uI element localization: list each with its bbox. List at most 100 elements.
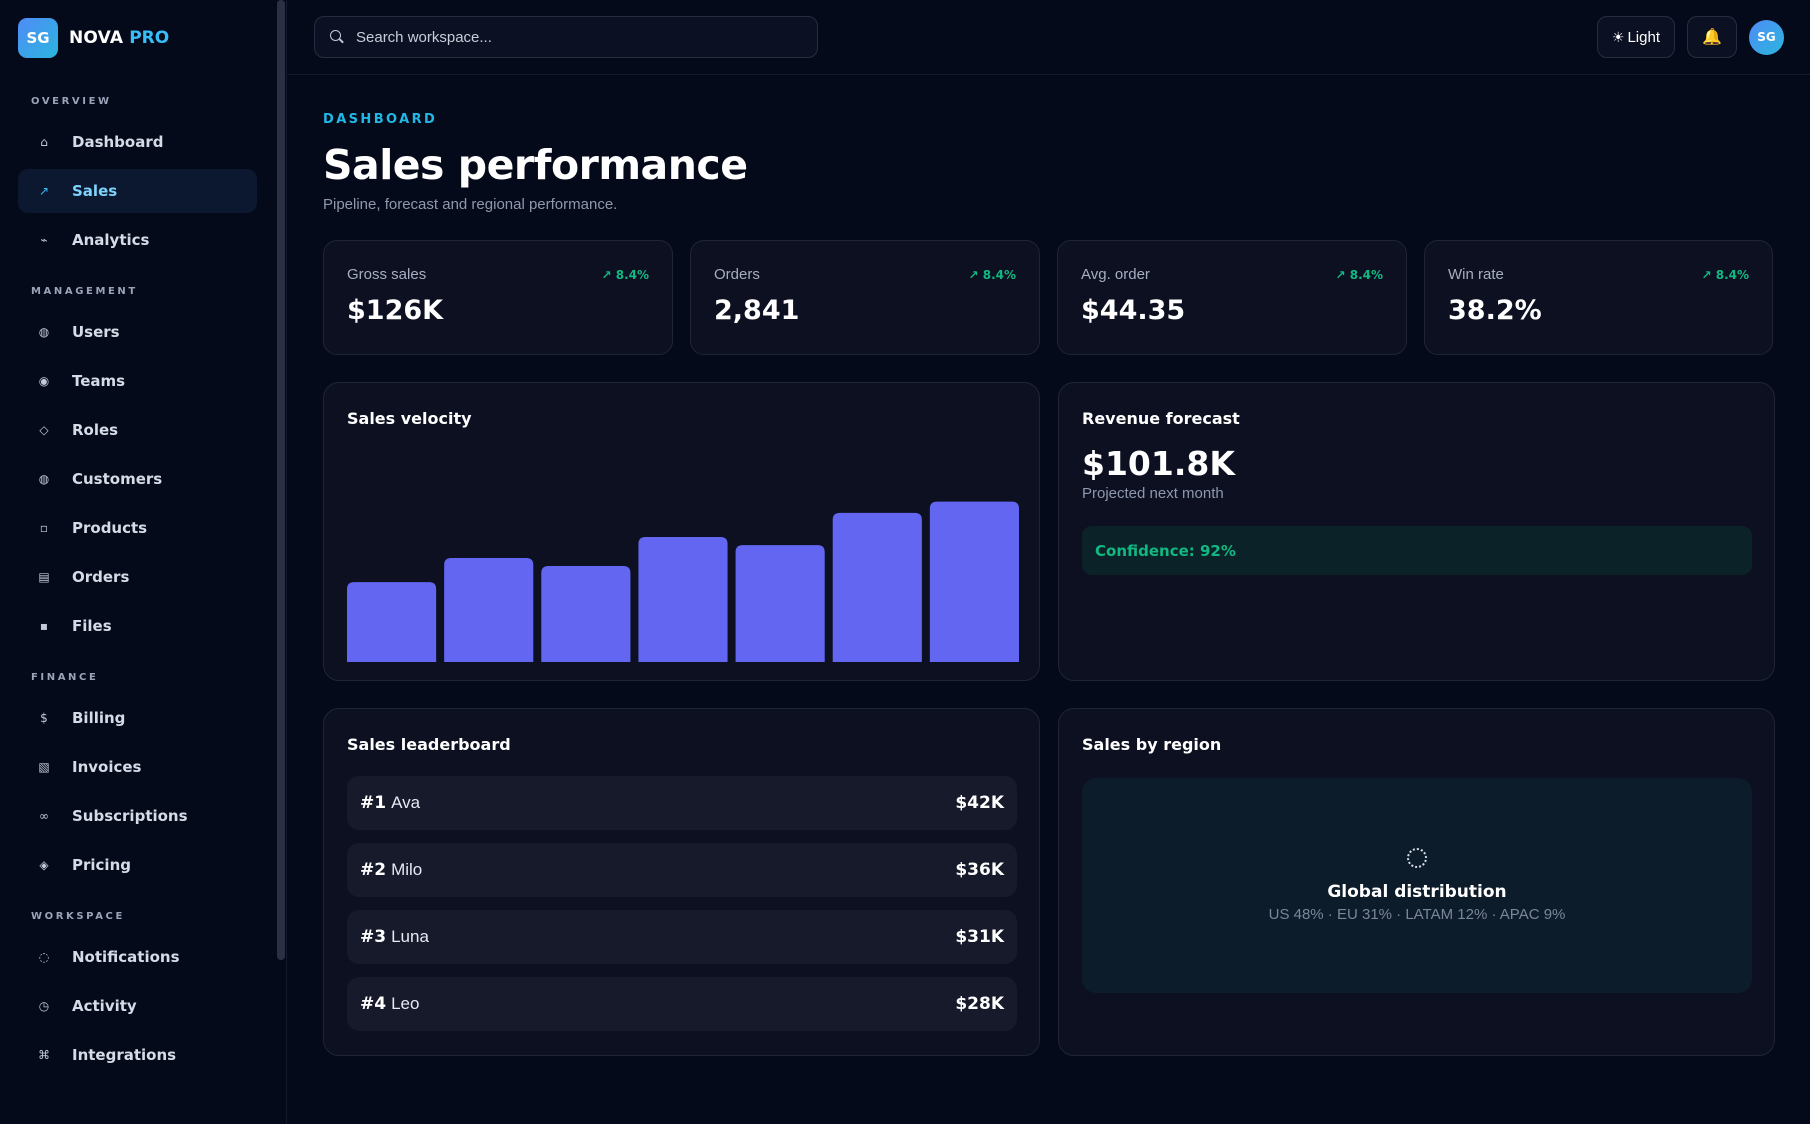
- forecast-subtitle: Projected next month: [1082, 485, 1224, 502]
- leaderboard-row[interactable]: #2 Milo $36K: [347, 843, 1017, 897]
- role-icon: ◇: [39, 423, 49, 437]
- sidebar-scrollbar[interactable]: [277, 0, 285, 960]
- velocity-bar[interactable]: [929, 501, 1019, 662]
- kpi-card-avg-order: Avg. order ↗ 8.4% $44.35: [1057, 240, 1407, 355]
- kpi-label: Orders: [714, 266, 760, 283]
- page-title: Sales performance: [323, 141, 748, 189]
- sidebar-item-label: Subscriptions: [72, 807, 188, 825]
- velocity-bar[interactable]: [735, 545, 825, 662]
- kpi-delta: ↗ 8.4%: [1701, 268, 1749, 282]
- team-icon: ◉: [38, 374, 50, 388]
- card-title: Revenue forecast: [1082, 409, 1240, 428]
- revenue-forecast-card: Revenue forecast $101.8K Projected next …: [1058, 382, 1775, 681]
- region-map-placeholder: Global distribution US 48% · EU 31% · LA…: [1082, 778, 1752, 993]
- bottom-row: Sales leaderboard #1 Ava $42K #2 Milo $3…: [323, 708, 1810, 1056]
- theme-toggle-button[interactable]: ☀ Light: [1596, 16, 1675, 58]
- sidebar-nav: OVERVIEW ⌂ Dashboard ↗ Sales ⌁ Analytics MANAGE…: [0, 76, 286, 1077]
- sidebar-item-teams[interactable]: ◉ Teams: [18, 359, 257, 403]
- sidebar-item-invoices[interactable]: ▧ Invoices: [18, 745, 257, 789]
- orders-icon: ▤: [38, 570, 50, 584]
- velocity-bar[interactable]: [347, 582, 437, 662]
- page-eyebrow: DASHBOARD: [323, 112, 438, 127]
- sidebar-item-subscriptions[interactable]: ∞ Subscriptions: [18, 794, 257, 838]
- leaderboard-name: Milo: [391, 860, 423, 879]
- sidebar-item-label: Activity: [72, 997, 137, 1015]
- clock-icon: ◷: [38, 999, 50, 1013]
- kpi-value: $44.35: [1081, 295, 1186, 326]
- search-box[interactable]: [314, 16, 818, 58]
- sidebar-item-notifications[interactable]: ◌ Notifications: [18, 935, 257, 979]
- leaderboard-rank: #4: [360, 994, 387, 1014]
- nav-section-title: FINANCE: [31, 672, 99, 683]
- map-subtitle: US 48% · EU 31% · LATAM 12% · APAC 9%: [1268, 906, 1566, 923]
- sidebar-item-customers[interactable]: ◍ Customers: [18, 457, 257, 501]
- infinity-icon: ∞: [39, 809, 49, 823]
- bell-icon: 🔔: [1702, 29, 1722, 46]
- kpi-label: Gross sales: [347, 266, 427, 283]
- user-avatar[interactable]: SG: [1749, 19, 1784, 55]
- notifications-button[interactable]: 🔔: [1687, 16, 1737, 58]
- charts-row: Sales velocity Revenue forecast $101.8K …: [323, 382, 1810, 681]
- forecast-value: $101.8K: [1082, 444, 1235, 483]
- brand-logo: SG: [18, 18, 58, 58]
- top-actions: ☀ Light 🔔 SG: [1596, 16, 1784, 58]
- sidebar-item-label: Files: [72, 617, 112, 635]
- leaderboard-row[interactable]: #4 Leo $28K: [347, 977, 1017, 1031]
- sidebar-item-sales[interactable]: ↗ Sales: [18, 169, 257, 213]
- search-input[interactable]: [356, 28, 796, 46]
- sun-icon: ☀: [1611, 28, 1625, 45]
- page-subtitle: Pipeline, forecast and regional performa…: [323, 196, 618, 213]
- leaderboard-rank: #2: [360, 860, 387, 880]
- leaderboard-name: Luna: [391, 927, 429, 946]
- sidebar-item-label: Sales: [72, 182, 118, 200]
- sidebar-item-label: Users: [72, 323, 120, 341]
- sidebar-item-label: Integrations: [72, 1046, 177, 1064]
- sidebar-item-dashboard[interactable]: ⌂ Dashboard: [18, 120, 257, 164]
- nav-section-title: WORKSPACE: [31, 911, 125, 922]
- dollar-icon: $: [40, 711, 48, 725]
- velocity-bar[interactable]: [444, 557, 534, 662]
- velocity-bar[interactable]: [832, 512, 922, 662]
- leaderboard-row[interactable]: #3 Luna $31K: [347, 910, 1017, 964]
- sidebar-item-label: Customers: [72, 470, 163, 488]
- kpi-value: 38.2%: [1448, 295, 1542, 326]
- kpi-delta: ↗ 8.4%: [601, 268, 649, 282]
- customer-icon: ◍: [38, 472, 50, 486]
- main-area: ☀ Light 🔔 SG DASHBOARD Sales performance…: [287, 0, 1810, 1124]
- kpi-card-orders: Orders ↗ 8.4% 2,841: [690, 240, 1040, 355]
- topbar: ☀ Light 🔔 SG: [287, 0, 1810, 75]
- sidebar-item-label: Invoices: [72, 758, 142, 776]
- sidebar-item-analytics[interactable]: ⌁ Analytics: [18, 218, 257, 262]
- home-icon: ⌂: [40, 135, 48, 149]
- box-icon: ▫: [39, 521, 49, 535]
- map-title: Global distribution: [1327, 882, 1507, 902]
- sidebar-item-files[interactable]: ▪ Files: [18, 604, 257, 648]
- sidebar-item-label: Billing: [72, 709, 126, 727]
- user-icon: ◍: [38, 325, 50, 339]
- bell-outline-icon: ◌: [38, 950, 50, 964]
- sidebar-item-products[interactable]: ▫ Products: [18, 506, 257, 550]
- velocity-bar[interactable]: [638, 537, 728, 662]
- sidebar-item-pricing[interactable]: ◈ Pricing: [18, 843, 257, 887]
- brand[interactable]: SG NOVA PRO: [0, 0, 286, 76]
- sidebar-item-billing[interactable]: $ Billing: [18, 696, 257, 740]
- sidebar: SG NOVA PRO OVERVIEW ⌂ Dashboard ↗ Sales ⌁ Ana…: [0, 0, 287, 1124]
- leaderboard-amount: $31K: [955, 927, 1004, 947]
- kpi-row: Gross sales ↗ 8.4% $126K Orders ↗ 8.4% 2…: [323, 240, 1810, 355]
- sidebar-item-orders[interactable]: ▤ Orders: [18, 555, 257, 599]
- sidebar-item-users[interactable]: ◍ Users: [18, 310, 257, 354]
- sidebar-item-activity[interactable]: ◷ Activity: [18, 984, 257, 1028]
- velocity-bar[interactable]: [541, 566, 631, 662]
- leaderboard-row[interactable]: #1 Ava $42K: [347, 776, 1017, 830]
- brand-suffix: PRO: [129, 28, 170, 48]
- trend-icon: ↗: [38, 184, 50, 198]
- invoice-icon: ▧: [38, 760, 50, 774]
- leaderboard-amount: $42K: [955, 793, 1004, 813]
- sidebar-item-label: Pricing: [72, 856, 131, 874]
- sidebar-item-label: Dashboard: [72, 133, 164, 151]
- sidebar-item-label: Roles: [72, 421, 119, 439]
- sidebar-item-integrations[interactable]: ⌘ Integrations: [18, 1033, 257, 1077]
- sidebar-item-roles[interactable]: ◇ Roles: [18, 408, 257, 452]
- search-icon: [330, 30, 344, 44]
- kpi-label: Avg. order: [1081, 266, 1150, 283]
